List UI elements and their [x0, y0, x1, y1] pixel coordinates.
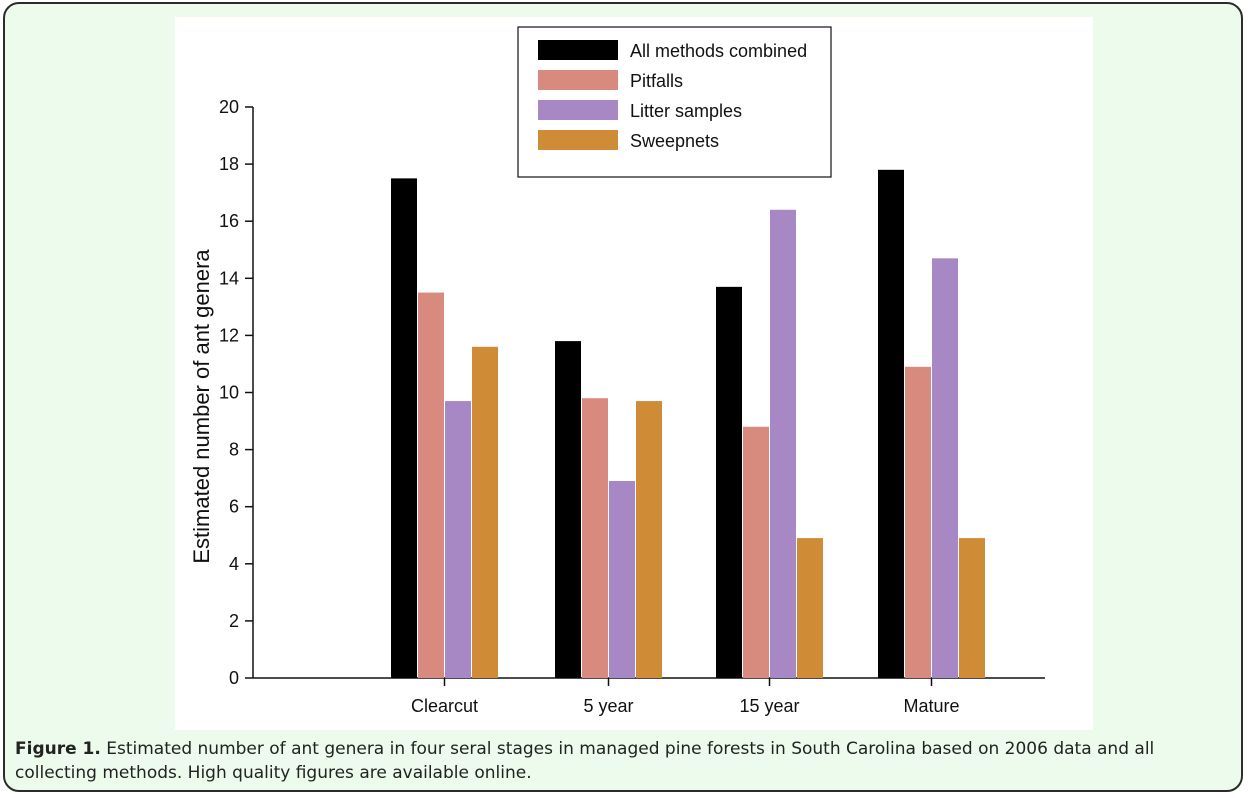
- legend-label-pitfalls: Pitfalls: [630, 71, 683, 91]
- bar-clearcut-sweepnets: [472, 346, 498, 678]
- y-tick-label: 10: [219, 383, 239, 403]
- bar-mature-pitfalls: [905, 366, 931, 678]
- y-tick-label: 4: [229, 554, 239, 574]
- y-axis-label: Estimated number of ant genera: [189, 249, 214, 564]
- legend-swatch-litter-samples: [538, 100, 618, 120]
- y-tick-label: 8: [229, 440, 239, 460]
- bar-clearcut-pitfalls: [418, 292, 444, 678]
- figure-caption-text: Estimated number of ant genera in four s…: [15, 739, 1155, 783]
- legend-label-all-methods-combined: All methods combined: [630, 41, 807, 61]
- figure-caption: Figure 1. Estimated number of ant genera…: [15, 737, 1237, 785]
- figure-label: Figure 1.: [15, 739, 101, 759]
- y-tick-label: 12: [219, 325, 239, 345]
- bar-5-year-all-methods-combined: [555, 341, 581, 678]
- y-tick-label: 2: [229, 611, 239, 631]
- bar-15-year-pitfalls: [743, 426, 769, 678]
- bar-mature-litter-samples: [932, 258, 958, 678]
- y-tick-label: 6: [229, 497, 239, 517]
- legend-label-litter-samples: Litter samples: [630, 101, 742, 121]
- bar-5-year-sweepnets: [636, 401, 662, 678]
- x-tick-label: Mature: [903, 696, 959, 716]
- bar-chart: 0 2 4 6 8 10 12 14 16 18 20 Estimated number of ant…: [189, 26, 1045, 716]
- y-tick-label: 16: [219, 211, 239, 231]
- legend-swatch-all-methods-combined: [538, 40, 618, 60]
- bar-clearcut-litter-samples: [445, 401, 471, 678]
- legend-swatch-pitfalls: [538, 70, 618, 90]
- x-tick-label: 5 year: [583, 696, 633, 716]
- bar-mature-all-methods-combined: [878, 169, 904, 678]
- y-tick-label: 14: [219, 268, 239, 288]
- bar-clearcut-all-methods-combined: [391, 178, 417, 678]
- bar-mature-sweepnets: [959, 538, 985, 678]
- bar-15-year-sweepnets: [797, 538, 823, 678]
- y-tick-label: 18: [219, 154, 239, 174]
- legend-label-sweepnets: Sweepnets: [630, 131, 719, 151]
- bar-5-year-pitfalls: [582, 398, 608, 678]
- plot-area: 0 2 4 6 8 10 12 14 16 18 20 Estimated number of ant…: [175, 17, 1093, 730]
- figure-panel: 0 2 4 6 8 10 12 14 16 18 20 Estimated number of ant…: [3, 2, 1243, 792]
- bar-5-year-litter-samples: [609, 481, 635, 678]
- legend-swatch-sweepnets: [538, 130, 618, 150]
- legend: All methods combined Pitfalls Litter sampl…: [517, 26, 832, 178]
- axes: 0 2 4 6 8 10 12 14 16 18 20 Estimated number of ant…: [189, 97, 1045, 716]
- x-tick-label: 15 year: [739, 696, 799, 716]
- y-tick-label: 20: [219, 97, 239, 117]
- bar-15-year-litter-samples: [770, 209, 796, 678]
- x-tick-label: Clearcut: [411, 696, 478, 716]
- bars: [391, 169, 985, 678]
- bar-15-year-all-methods-combined: [716, 286, 742, 678]
- y-tick-label: 0: [229, 668, 239, 688]
